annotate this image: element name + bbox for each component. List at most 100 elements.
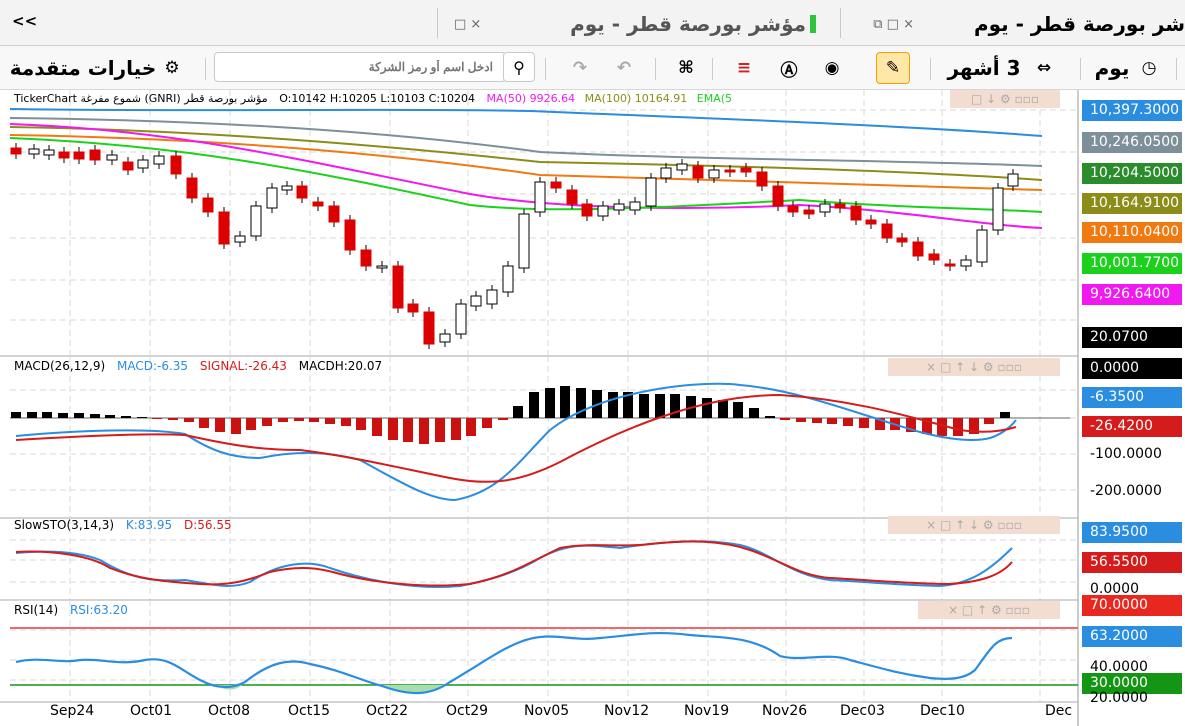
ema-label: EMA(5 [696,92,733,105]
macd-line [15,382,1017,502]
tab-window-controls[interactable]: × □ [454,16,482,32]
price-label: 30.0000 [1082,673,1182,694]
candle-up [486,289,498,305]
candle-down [881,223,893,239]
candle-down [834,203,846,209]
candle-down [186,177,198,199]
macd-histogram-bar [670,394,680,418]
candle-down [692,165,704,179]
candle-down [344,219,356,251]
advanced-options-button[interactable]: خيارات متقدمة [8,52,158,84]
drawing-tool-icon[interactable]: ✎ [876,52,910,84]
tab-scroll-chevron[interactable]: << [12,12,38,30]
candle-up [106,154,118,161]
x-axis-label: Oct15 [288,703,331,719]
redo-icon[interactable]: ↷ [572,58,588,78]
toolbar-divider [1176,58,1177,80]
undo-icon[interactable]: ↶ [616,58,632,78]
x-axis-label: Dec10 [920,703,965,719]
range-arrows-icon[interactable]: ⇔ [1036,58,1052,78]
macd-histogram-bar [27,412,37,418]
macdh-value: MACDH:20.07 [298,359,383,373]
tab-divider [840,8,841,38]
tab-color-marker [810,15,816,33]
candle-up [28,148,40,155]
candle-down [202,197,214,213]
x-axis-label: Nov26 [762,703,808,719]
macd-histogram-bar [262,418,272,426]
macd-histogram-bar [1000,412,1010,418]
axis-tick-label: -200.0000 [1090,483,1162,499]
ma100-value: 10164.91 [634,92,688,105]
stochastic-panel [10,518,1078,600]
macd-histogram-bar [827,418,837,424]
range-button[interactable]: 3 أشهر [944,52,1024,84]
macd-histogram-bar [922,418,932,434]
candle-up [376,265,388,269]
macd-panel-controls[interactable]: × □ ↑ ↓ ⚙ ▫▫▫ [888,358,1060,376]
chart-canvas[interactable] [0,90,1185,726]
search-input[interactable] [214,52,506,82]
candle-up [629,201,641,211]
macd-histogram-bar [576,388,586,418]
rsi-panel [10,600,1078,702]
rsi-panel-controls[interactable]: × □ ↑ ⚙ ▫▫▫ [918,601,1060,619]
candle-down [912,241,924,257]
tab-window-controls[interactable]: × □ ⧉ [873,16,914,32]
ma-magenta-line [9,123,1043,229]
sto-panel-controls[interactable]: × □ ↑ ↓ ⚙ ▫▫▫ [888,516,1060,534]
macd-value: MACD:-6.35 [116,359,189,373]
price-label: 20.0700 [1082,327,1182,348]
price-label: -6.3500 [1082,387,1182,408]
candle-up [439,333,451,343]
macd-histogram-bar [655,394,665,418]
binoculars-icon[interactable]: ⌘ [678,58,694,78]
main-panel [0,90,1079,726]
clock-icon[interactable]: ◷ [1141,58,1157,78]
tab-qse-index-1[interactable]: شر بورصة قطر - يوم [930,8,1185,40]
price-label: 10,110.0400 [1082,222,1182,243]
x-axis-label: Nov12 [604,703,650,719]
candle-down [73,151,85,160]
candle-up [153,155,165,165]
search-icon[interactable]: ⚲ [503,52,535,82]
candle-up [819,203,831,213]
candle-up [645,177,657,207]
toolbar-divider [545,58,546,80]
instrument-label: TickerChart شموع مفرغة (GNRI) مؤشر بورصة… [14,92,268,105]
macd-histogram-bar [718,400,728,418]
macd-histogram-bar [765,416,775,418]
chart-type-icon[interactable]: ◉ [824,58,840,78]
candle-down [787,205,799,213]
macd-histogram-bar [843,418,853,426]
indicator-lines-icon[interactable]: ≡ [736,58,752,78]
macd-histogram-bar [906,418,916,432]
candle-down [896,237,908,243]
main-panel-controls[interactable]: □ ↓ ⚙ ▫▫▫ [950,90,1060,108]
alert-icon[interactable]: Ⓐ [780,60,798,81]
rsi-value: RSI:63.20 [69,603,128,617]
macd-histogram-bar [11,412,21,418]
macd-histogram-bar [796,418,806,422]
macd-histogram-bar [937,418,947,436]
candle-down [756,171,768,187]
candle-down [944,263,956,267]
candle-down [772,185,784,207]
candle-up [43,149,55,156]
period-button[interactable]: يوم [1092,52,1132,84]
tab-qse-index-1-controls[interactable]: × □ ⧉ [850,8,920,40]
main-panel-info: TickerChart شموع مفرغة (GNRI) مؤشر بورصة… [14,92,732,105]
candle-up [992,187,1004,231]
gear-icon[interactable]: ⚙ [164,58,180,78]
tab-qse-index-2-title[interactable]: مؤشر بورصة قطر - يوم [560,8,820,40]
x-axis-label: Oct22 [366,703,409,719]
macd-histogram-bar [309,418,319,422]
tab-qse-index-2[interactable]: × □ [448,8,487,40]
sto-title: SlowSTO(3,14,3) [14,518,115,532]
price-label: 63.2000 [1082,626,1182,647]
candle-down [58,151,70,159]
macd-histogram-bar [121,416,131,418]
tab-bar: << × □ مؤشر بورصة قطر - يوم × □ ⧉ شر بور… [0,0,1185,46]
price-label: 9,926.6400 [1082,284,1182,305]
candle-up [1007,173,1019,187]
